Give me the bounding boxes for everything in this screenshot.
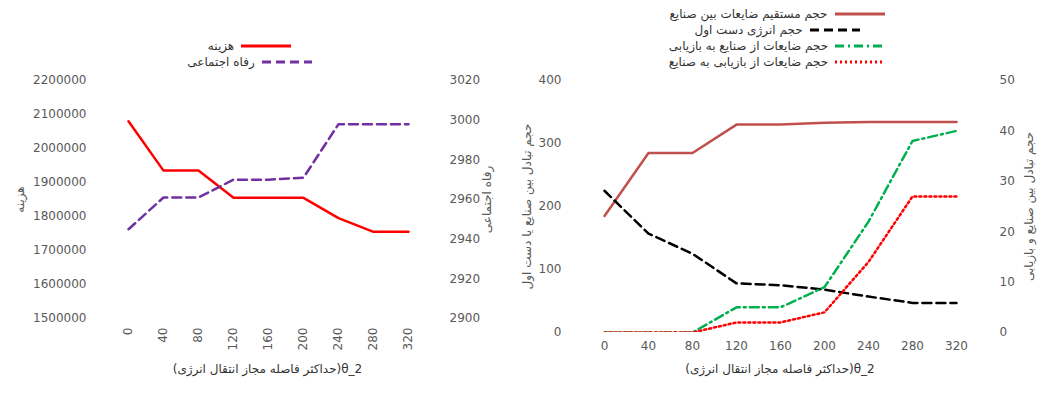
svg-text:240: 240 — [857, 339, 880, 353]
svg-text:1700000: 1700000 — [33, 243, 86, 257]
svg-text:80: 80 — [685, 339, 700, 353]
svg-text:280: 280 — [366, 328, 380, 351]
svg-text:40: 40 — [156, 328, 170, 343]
html-text:θ_2(حداکثر فاصله مجاز انتقال ا: θ_2(حداکثر فاصله مجاز انتقال انرژی) — [172, 362, 363, 376]
svg-text:هزینه: هزینه — [13, 186, 28, 212]
html-text:حجم مستقیم ضایعات بین صنایع: حجم مستقیم ضایعات بین صنایع — [669, 7, 828, 21]
svg-text:160: 160 — [261, 328, 275, 351]
svg-text:200: 200 — [813, 339, 836, 353]
svg-text:200: 200 — [296, 328, 310, 351]
svg-text:1500000: 1500000 — [33, 311, 86, 325]
svg-text:320: 320 — [401, 328, 415, 351]
svg-text:200: 200 — [539, 199, 562, 213]
svg-text:0: 0 — [121, 328, 135, 336]
svg-text:20: 20 — [1000, 225, 1015, 239]
svg-text:100: 100 — [539, 262, 562, 276]
svg-text:0: 0 — [1000, 325, 1008, 339]
html-text:θ_2(حداکثر فاصله مجاز انتقال ا: θ_2(حداکثر فاصله مجاز انتقال انرژی) — [685, 362, 875, 376]
svg-text:2920: 2920 — [450, 272, 481, 286]
svg-text:3020: 3020 — [450, 73, 481, 87]
svg-text:240: 240 — [331, 328, 345, 351]
svg-text:120: 120 — [226, 328, 240, 351]
svg-text:0: 0 — [554, 325, 562, 339]
svg-text:320: 320 — [945, 339, 968, 353]
svg-text:30: 30 — [1000, 174, 1015, 188]
svg-text:3000: 3000 — [450, 113, 481, 127]
svg-text:حجم تبادل بین صنایع و بازیابی: حجم تبادل بین صنایع و بازیابی — [1022, 132, 1037, 281]
svg-text:2940: 2940 — [450, 232, 481, 246]
svg-text:0: 0 — [601, 339, 609, 353]
svg-text:40: 40 — [1000, 124, 1015, 138]
svg-text:2960: 2960 — [450, 192, 481, 206]
svg-text:1600000: 1600000 — [33, 277, 86, 291]
svg-text:10: 10 — [1000, 275, 1015, 289]
svg-text:2000000: 2000000 — [33, 141, 86, 155]
svg-text:280: 280 — [901, 339, 924, 353]
html-text:هزینه: هزینه — [207, 39, 235, 53]
svg-text:40: 40 — [641, 339, 656, 353]
html-text:حجم ضایعات از بازیابی به صنایع: حجم ضایعات از بازیابی به صنایع — [668, 55, 829, 69]
html-text:حجم انرژی دست اول: حجم انرژی دست اول — [694, 23, 803, 37]
svg-text:300: 300 — [539, 136, 562, 150]
svg-text:2900: 2900 — [450, 311, 481, 325]
svg-text:160: 160 — [769, 339, 792, 353]
svg-text:1800000: 1800000 — [33, 209, 86, 223]
svg-text:1900000: 1900000 — [33, 175, 86, 189]
svg-text:2200000: 2200000 — [33, 73, 86, 87]
svg-text:400: 400 — [539, 73, 562, 87]
svg-text:2100000: 2100000 — [33, 107, 86, 121]
svg-text:120: 120 — [725, 339, 748, 353]
svg-text:50: 50 — [1000, 73, 1015, 87]
html-text:رفاه اجتماعی: رفاه اجتماعی — [187, 55, 255, 69]
svg-text:2980: 2980 — [450, 153, 481, 167]
svg-text:80: 80 — [191, 328, 205, 343]
svg-text:حجم تبادل بین صنایع یا دست اول: حجم تبادل بین صنایع یا دست اول — [520, 123, 535, 289]
svg-text:رفاه اجتماعی: رفاه اجتماعی — [480, 166, 495, 234]
html-text:حجم ضایعات از صنایع به بازیابی: حجم ضایعات از صنایع به بازیابی — [668, 39, 829, 53]
